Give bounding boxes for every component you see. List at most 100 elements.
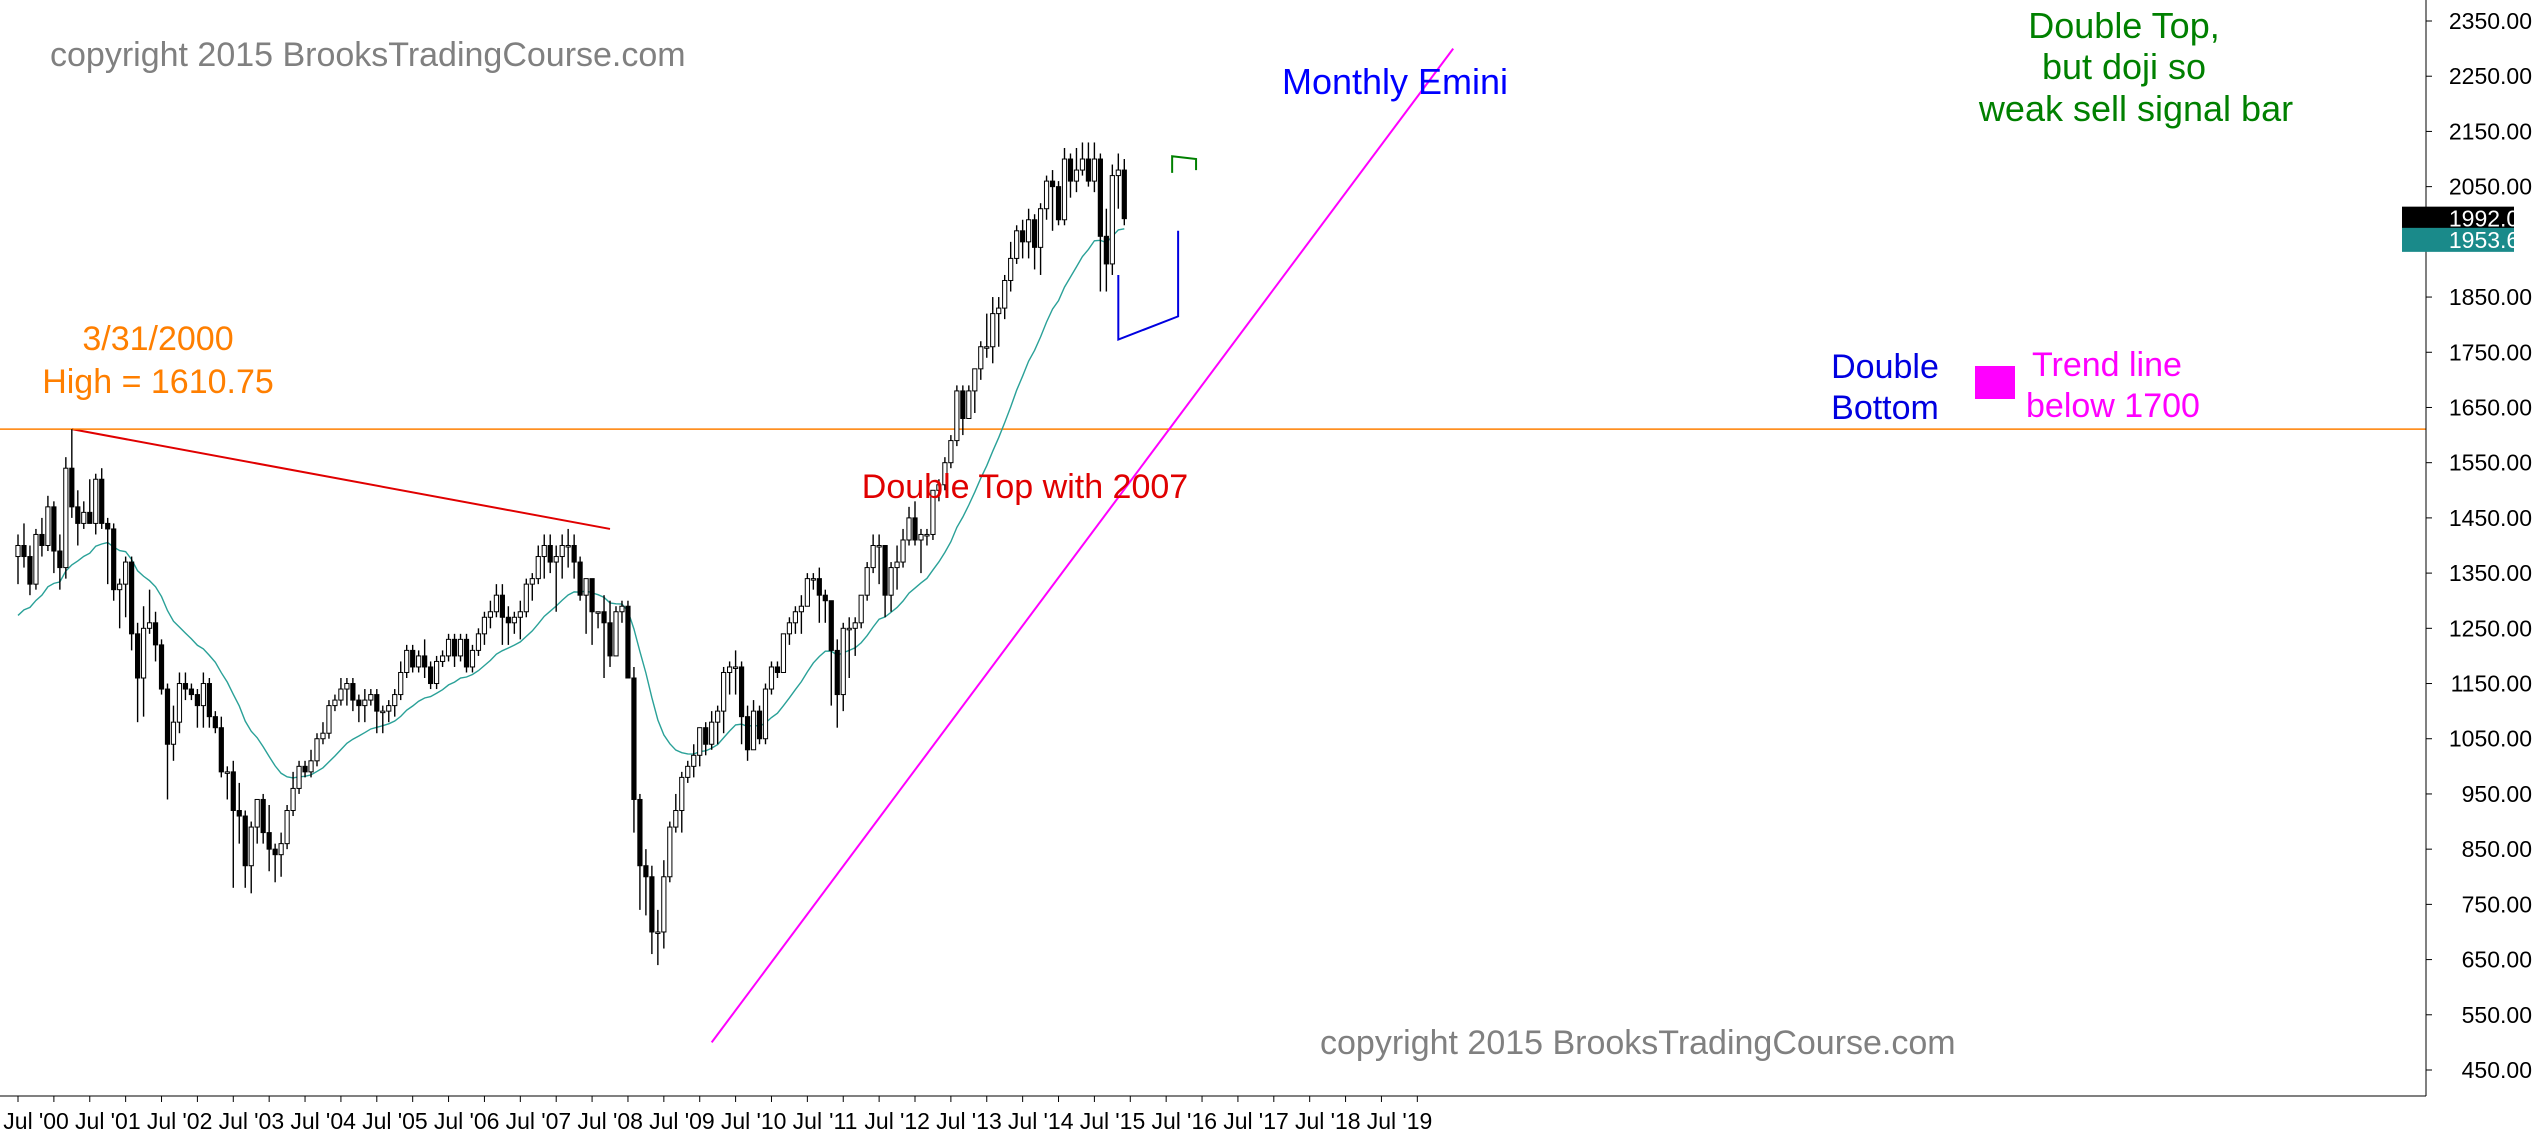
high-value-label: High = 1610.75 [42, 363, 274, 401]
x-tick-label: '09 [685, 1108, 715, 1134]
candle-body [798, 605, 804, 613]
candle-body [559, 545, 565, 558]
candle-body [111, 528, 117, 591]
candle-body [721, 671, 727, 712]
candle-body [750, 710, 757, 751]
candle-body [392, 694, 398, 707]
x-tick-label: Jul [147, 1108, 176, 1134]
candle-body [1014, 230, 1020, 259]
pattern-line [1171, 155, 1198, 173]
y-tick-label: 2050.00 [2449, 174, 2532, 200]
candle-body [960, 390, 966, 420]
candle-body [218, 727, 224, 773]
trend-line-label-2: below 1700 [2026, 387, 2200, 425]
double-top-label-2: but doji so [2042, 46, 2206, 87]
candle-body [858, 594, 864, 624]
candle-body [45, 506, 51, 546]
candle-body [326, 705, 332, 734]
trend-line-label-1: Trend line [2032, 346, 2182, 384]
x-tick-label: '10 [756, 1108, 786, 1134]
candle-body [469, 649, 476, 668]
candle-body [643, 865, 649, 878]
double-top-label-1: Double Top, [2028, 5, 2219, 46]
candle-body [1008, 257, 1014, 281]
candle-body [1055, 186, 1062, 221]
candle-body [978, 346, 984, 370]
x-tick-label: Jul [1367, 1108, 1396, 1134]
candle-body [685, 765, 691, 778]
candle-body [230, 771, 236, 812]
candle-body [475, 633, 482, 651]
candle-body [655, 931, 661, 934]
candle-body [756, 710, 763, 740]
candle-body [996, 307, 1002, 315]
x-tick-label: Jul [290, 1108, 319, 1134]
candle-body [93, 478, 99, 524]
candle-body [499, 594, 505, 618]
candle-body [1109, 175, 1115, 265]
candle-body [332, 699, 338, 707]
double-top-2007-label: Double Top with 2007 [862, 468, 1188, 506]
y-tick-label: 1250.00 [2449, 615, 2532, 641]
candle-body [278, 843, 284, 856]
candle-body [254, 798, 260, 828]
candle-body [535, 556, 541, 580]
x-tick-label: '18 [1331, 1108, 1361, 1134]
candle-body [738, 666, 745, 718]
candle-body [882, 545, 888, 596]
candle-body [511, 616, 517, 624]
x-axis: Jul '00 Jul '01 Jul '02 Jul '03 Jul '04 Jul '05 Jul '… [0, 1095, 2426, 1134]
candle-body [744, 716, 751, 751]
x-tick-label: '00 [39, 1108, 69, 1134]
candle-body [1043, 180, 1050, 210]
candle-body [984, 346, 990, 349]
x-tick-label: '12 [900, 1108, 930, 1134]
candle-body [140, 627, 147, 679]
candle-body [852, 622, 858, 629]
candle-body [505, 616, 511, 624]
x-tick-label: Jul [1080, 1108, 1109, 1134]
x-tick-label: '07 [541, 1108, 571, 1134]
candle-body [607, 622, 613, 657]
x-tick-label: '11 [829, 1108, 857, 1134]
x-tick-label: Jul [936, 1108, 965, 1134]
candle-body [290, 787, 296, 812]
candle-body [260, 798, 266, 834]
candle-body [846, 627, 852, 631]
x-tick-label: Jul [649, 1108, 678, 1134]
y-tick-label: 1450.00 [2449, 505, 2532, 531]
candle-body [547, 545, 553, 563]
candle-body [541, 545, 547, 558]
candle-body [715, 710, 721, 723]
x-tick-label: '14 [1044, 1108, 1074, 1134]
candle-body [894, 561, 900, 569]
candle-body [224, 771, 230, 774]
candle-body [284, 810, 290, 845]
candle-body [870, 545, 876, 569]
candle-body [170, 721, 177, 745]
y-tick-label: 1850.00 [2449, 284, 2532, 310]
candle-body [583, 578, 589, 596]
candle-body [374, 694, 380, 712]
candle-body [463, 638, 470, 668]
candle-body [422, 655, 428, 668]
candle-body [571, 545, 577, 563]
y-tick-label: 850.00 [2462, 836, 2532, 862]
candle-body [33, 533, 39, 585]
candle-body [1097, 158, 1103, 237]
candle-body [595, 611, 601, 614]
candle-body [577, 561, 583, 596]
double-bottom-label-2: Bottom [1831, 389, 1939, 427]
candle-body [918, 533, 924, 541]
candle-body [1079, 158, 1086, 171]
candle-body [834, 649, 840, 696]
candle-body [822, 594, 828, 602]
candle-body [368, 694, 374, 701]
x-tick-label: Jul [3, 1108, 32, 1134]
candle-body [637, 798, 643, 867]
candle-body [146, 622, 153, 629]
candle-body [667, 826, 673, 878]
candle-body [1085, 158, 1092, 182]
candle-body [649, 876, 655, 933]
price-label-box [2402, 227, 2514, 252]
